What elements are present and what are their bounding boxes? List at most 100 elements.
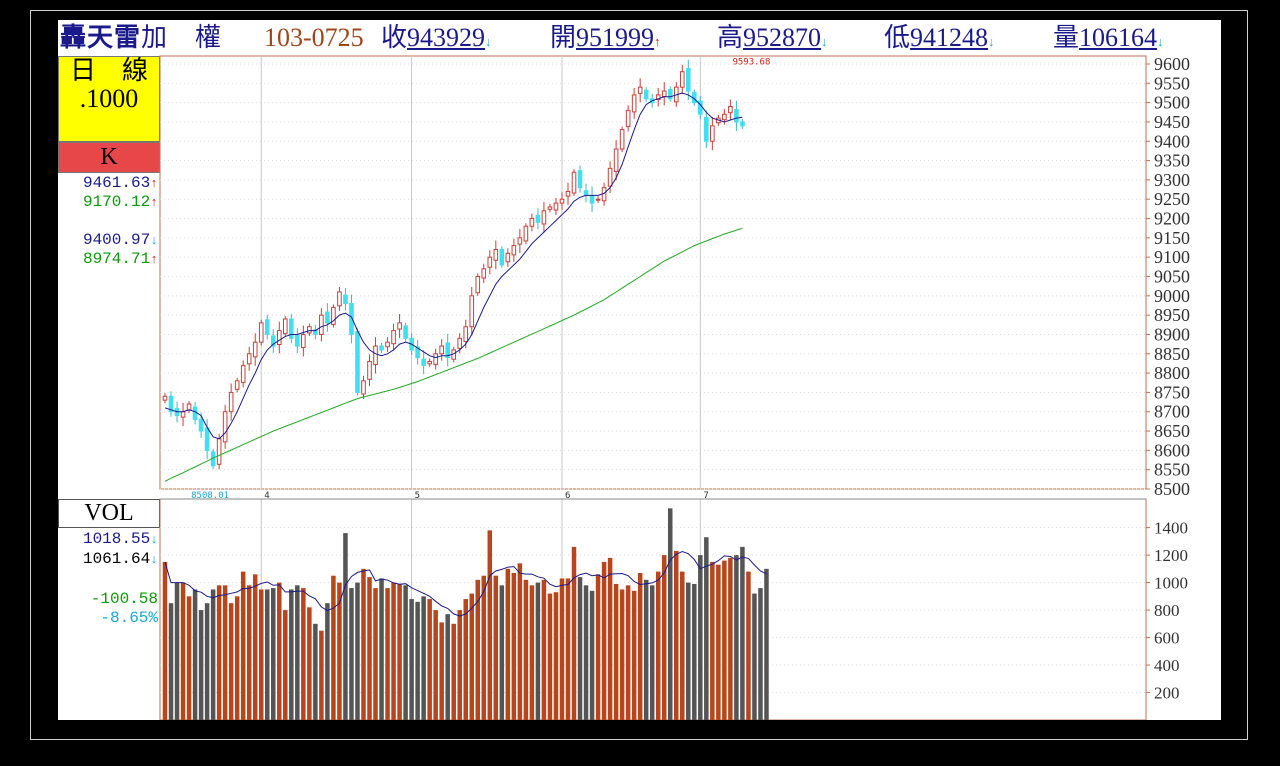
candle-body (457, 337, 463, 349)
open-value: 951999 (576, 23, 655, 52)
month-label: 7 (703, 491, 708, 501)
volume-bar (174, 582, 180, 720)
volume-bar (631, 590, 637, 720)
volume-bar (686, 582, 691, 720)
price-tick-label: 9550 (1154, 73, 1190, 93)
volume-bar (204, 603, 210, 720)
volume-bar (331, 575, 336, 720)
period-label: 日 線 (69, 56, 148, 85)
volume-bar (180, 582, 186, 720)
candle-body (475, 276, 481, 294)
volume-tick-label: 1000 (1154, 574, 1188, 593)
kline-chart[interactable]: 9600955095009450940093509300925092009150… (58, 20, 1221, 720)
candle-body (421, 358, 426, 366)
stock-name-brand: 轟天雷 (60, 23, 142, 52)
candle-body (186, 403, 192, 411)
candle-body (679, 71, 685, 88)
volume-bar (162, 561, 168, 720)
volume-value: 106164 (1079, 23, 1158, 52)
low-quote: 低941248↓ (884, 20, 995, 60)
volume-bar (619, 589, 625, 720)
volume-bar (541, 579, 547, 720)
volume-bar (379, 578, 384, 720)
candle-body (655, 94, 661, 101)
month-label: 5 (415, 491, 420, 501)
vol-value-1-text: 1018.55 (82, 530, 151, 548)
candle-body (295, 334, 300, 347)
k-chart-tab[interactable]: K (58, 142, 160, 173)
candle-body (667, 89, 673, 100)
candle-body (349, 303, 354, 335)
volume-bar (637, 572, 643, 720)
stock-name-index: 加 權 (141, 23, 223, 52)
volume-bar (463, 599, 468, 720)
stock-name: 轟天雷加 權 (60, 20, 222, 56)
volume-bar (439, 622, 444, 720)
candle-body (523, 225, 529, 242)
volume-bar (475, 579, 481, 720)
high-arrow-icon: ↓ (821, 34, 828, 49)
volume-bar (589, 590, 595, 720)
volume-bar (222, 585, 228, 720)
volume-arrow-icon: ↓ (1157, 34, 1164, 49)
candle-body (415, 346, 420, 359)
volume-bar (505, 568, 511, 720)
volume-bar (661, 555, 667, 720)
volume-bar (264, 589, 270, 720)
volume-tick-label: 600 (1154, 629, 1180, 648)
price-tick-label: 9300 (1154, 170, 1190, 190)
volume-label: 量 (1053, 23, 1080, 52)
volume-bar (228, 603, 234, 720)
volume-bar (445, 614, 450, 720)
candle-body (487, 256, 493, 268)
candle-body (505, 252, 511, 263)
candle-body (313, 329, 318, 335)
candle-body (301, 333, 306, 349)
volume-bar (740, 546, 745, 720)
volume-bar (704, 537, 709, 720)
candle-body (541, 210, 547, 225)
price-tick-label: 8650 (1154, 421, 1190, 441)
vol-tab[interactable]: VOL (58, 499, 160, 528)
volume-bar (349, 588, 354, 720)
ma-arrow-1-icon: ↑ (150, 176, 158, 191)
volume-bar (403, 585, 408, 720)
candle-body (559, 198, 565, 204)
volume-bar (427, 599, 432, 720)
candle-body (583, 190, 589, 196)
candle-body (258, 322, 264, 343)
volume-bar (692, 583, 697, 720)
candle-body (595, 198, 601, 201)
candle-body (625, 109, 631, 128)
vol-value-2: 1061.64↓ (83, 550, 158, 568)
ma-value-1: 9461.63↑ (83, 174, 158, 192)
volume-bar (457, 610, 462, 720)
volume-bar (655, 571, 661, 720)
candle-body (499, 248, 505, 266)
candle-body (511, 245, 517, 256)
volume-tick-label: 1400 (1154, 519, 1188, 538)
candle-body (240, 364, 246, 383)
candle-body (728, 106, 733, 114)
candle-body (367, 361, 372, 380)
candle-body (325, 311, 330, 324)
high-value: 952870 (743, 23, 822, 52)
volume-bar (210, 589, 216, 720)
volume-bar (673, 550, 679, 720)
price-tick-label: 9500 (1154, 93, 1190, 113)
volume-bar (246, 585, 252, 720)
volume-bar (252, 574, 258, 720)
candle-body (180, 411, 186, 418)
volume-bar (355, 582, 360, 720)
volume-bar (481, 575, 487, 720)
candle-body (373, 345, 378, 366)
ma-value-4-text: 8974.71 (82, 250, 151, 268)
period-box[interactable]: 日 線 .1000 (58, 56, 160, 142)
candle-body (553, 202, 559, 211)
open-label: 開 (550, 23, 577, 52)
volume-bar (186, 596, 192, 720)
candle-body (722, 113, 727, 121)
volume-bar (649, 585, 655, 720)
volume-bar (240, 571, 246, 720)
candle-body (319, 314, 324, 335)
